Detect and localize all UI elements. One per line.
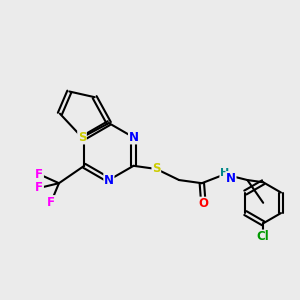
Text: N: N [226, 172, 236, 184]
Text: S: S [78, 131, 86, 144]
Text: N: N [104, 173, 114, 187]
Text: F: F [47, 196, 55, 209]
Text: H: H [220, 168, 229, 178]
Text: F: F [35, 168, 44, 181]
Text: F: F [35, 182, 44, 194]
Text: O: O [198, 197, 208, 210]
Text: N: N [128, 131, 139, 144]
Text: Cl: Cl [257, 230, 270, 243]
Text: S: S [152, 163, 160, 176]
